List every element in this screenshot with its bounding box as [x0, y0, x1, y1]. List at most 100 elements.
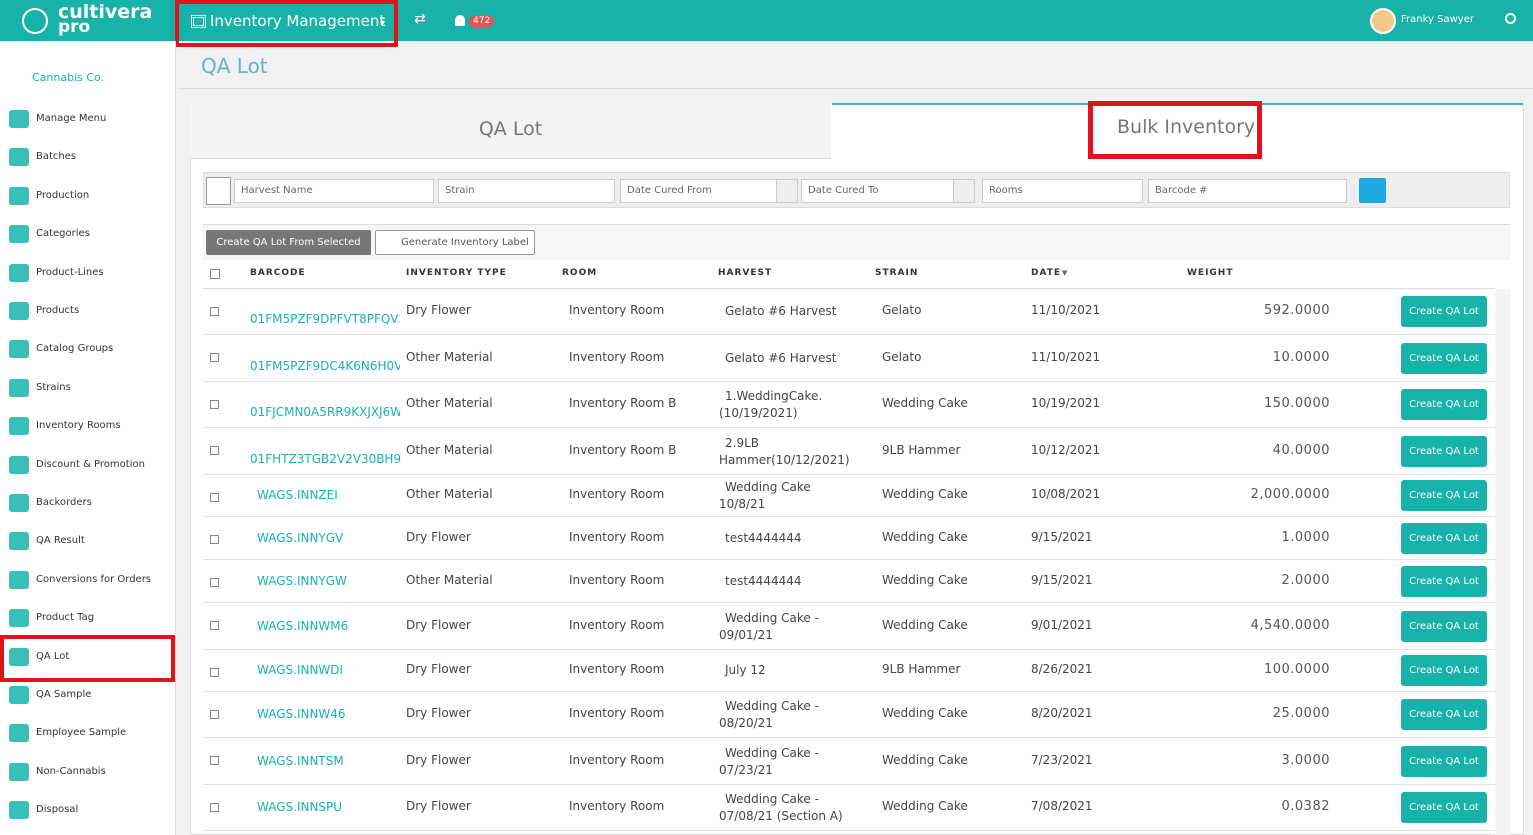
bell-icon[interactable] — [455, 15, 465, 26]
row-checkbox[interactable] — [210, 621, 219, 630]
filter-input[interactable] — [982, 179, 1143, 203]
create-qa-lot-button[interactable]: Create QA Lot — [1401, 745, 1487, 777]
notification-badge[interactable]: 472 — [469, 15, 495, 28]
room: Inventory Room — [569, 303, 665, 317]
barcode-link[interactable]: WAGS.INNTSM — [257, 753, 344, 768]
row-checkbox[interactable] — [210, 493, 219, 502]
nav-item[interactable]: Manage Menu — [36, 113, 107, 124]
nav-item[interactable]: Backorders — [36, 497, 92, 508]
nav-item[interactable]: Disposal — [36, 804, 79, 816]
row-checkbox[interactable] — [210, 353, 219, 362]
sidebar — [0, 41, 176, 835]
barcode-link[interactable]: 01FM5PZF9DPFVT8PFQV3 — [250, 312, 400, 326]
create-qa-lot-button[interactable]: Create QA Lot — [1401, 610, 1487, 642]
nav-item[interactable]: Employee Sample — [36, 727, 127, 739]
column-header[interactable]: STRAIN — [875, 268, 919, 278]
column-header[interactable]: BARCODE — [250, 268, 306, 278]
strain: Wedding Cake — [882, 529, 968, 544]
scrollbar — [1495, 289, 1510, 835]
calendar-button[interactable] — [776, 179, 798, 203]
barcode-link[interactable]: WAGS.INNZEI — [257, 488, 338, 502]
create-from-selected-button[interactable]: Create QA Lot From Selected — [206, 230, 371, 255]
row-checkbox[interactable] — [210, 578, 219, 587]
row-checkbox[interactable] — [210, 668, 219, 677]
create-qa-lot-button[interactable]: Create QA Lot — [1401, 522, 1487, 554]
column-header[interactable]: HARVEST — [718, 268, 773, 278]
barcode-scan-button[interactable] — [206, 177, 231, 205]
date: 10/12/2021 — [1031, 442, 1101, 457]
barcode-link[interactable]: 01FM5PZF9DC4K6N6H0V — [250, 358, 400, 373]
select-all-checkbox[interactable] — [210, 269, 220, 279]
company-selector[interactable]: Cannabis Co. — [32, 71, 105, 84]
inventory-type: Dry Flower — [406, 529, 471, 544]
create-qa-lot-button[interactable]: Create QA Lot — [1401, 792, 1487, 823]
create-qa-lot-button[interactable]: Create QA Lot — [1401, 699, 1487, 730]
nav-item[interactable]: Discount & Promotion — [36, 458, 145, 470]
column-header[interactable]: WEIGHT — [1187, 268, 1234, 278]
filter-input[interactable] — [438, 179, 615, 203]
room: Inventory Room — [569, 706, 665, 720]
filter-input[interactable] — [234, 179, 434, 203]
nav-item[interactable]: Conversions for Orders — [36, 573, 152, 585]
nav-item[interactable]: Production — [36, 189, 90, 201]
nav-item[interactable]: Products — [36, 305, 80, 316]
create-qa-lot-button[interactable]: Create QA Lot — [1401, 389, 1487, 420]
strain: Wedding Cake — [882, 487, 968, 501]
module-menu[interactable]: Inventory Management — [210, 12, 386, 30]
table-row — [203, 650, 1495, 692]
column-header[interactable]: DATE — [1031, 268, 1062, 278]
user-menu[interactable]: Franky Sawyer — [1401, 14, 1474, 25]
calendar-button[interactable] — [953, 179, 975, 203]
barcode-link[interactable]: WAGS.INNWM6 — [257, 618, 349, 633]
sort-arrow: ▼ — [1062, 269, 1068, 277]
generate-label-button[interactable]: Generate Inventory Label — [375, 230, 535, 255]
row-checkbox[interactable] — [210, 710, 219, 719]
avatar[interactable] — [1370, 8, 1396, 34]
barcode-link[interactable]: WAGS.INNSPU — [257, 800, 343, 814]
barcode-link[interactable]: 01FJCMN0A5RR9KXJXJ6W — [250, 405, 400, 419]
nav-item[interactable]: QA Lot — [36, 650, 70, 662]
nav-item[interactable]: QA Sample — [36, 689, 92, 700]
nav-item[interactable]: Product Tag — [36, 612, 95, 624]
nav-item[interactable]: QA Result — [36, 535, 85, 547]
nav-item[interactable]: Non-Cannabis — [36, 765, 106, 777]
row-checkbox[interactable] — [210, 446, 219, 455]
barcode-link[interactable]: WAGS.INNYGV — [257, 530, 344, 545]
power-icon[interactable] — [1505, 13, 1516, 24]
harvest: Wedding Cake - 07/08/21 (Section A) — [719, 792, 843, 823]
row-checkbox[interactable] — [210, 535, 219, 544]
create-qa-lot-button[interactable]: Create QA Lot — [1401, 342, 1487, 374]
filter-input[interactable] — [620, 179, 798, 203]
barcode-link[interactable]: 01FHTZ3TGB2V2V30BH95 — [250, 451, 400, 466]
nav-item[interactable]: Batches — [36, 151, 77, 163]
barcode-link[interactable]: WAGS.INNWDI — [257, 663, 344, 677]
nav-item[interactable]: Product-Lines — [36, 266, 104, 278]
weight: 100.0000 — [1263, 662, 1330, 677]
nav-item[interactable]: Categories — [36, 228, 90, 240]
table-header — [203, 260, 1495, 289]
highlight-box — [1088, 101, 1262, 159]
tab[interactable]: QA Lot — [190, 103, 831, 159]
create-qa-lot-button[interactable]: Create QA Lot — [1401, 565, 1487, 597]
row-checkbox[interactable] — [210, 400, 219, 409]
row-checkbox[interactable] — [210, 307, 219, 316]
search-button[interactable] — [1359, 178, 1386, 203]
row-checkbox[interactable] — [210, 756, 219, 765]
row-checkbox[interactable] — [210, 803, 219, 812]
switch-icon[interactable]: ⇄ — [414, 11, 426, 27]
create-qa-lot-button[interactable]: Create QA Lot — [1401, 296, 1487, 327]
create-qa-lot-button[interactable]: Create QA Lot — [1401, 480, 1487, 511]
filter-input[interactable] — [1148, 179, 1347, 203]
tab-label[interactable]: Bulk Inventory — [1117, 116, 1256, 138]
barcode-link[interactable]: WAGS.INNYGW — [257, 573, 347, 588]
highlight-box — [175, 0, 398, 47]
nav-item[interactable]: Strains — [36, 381, 71, 393]
nav-item[interactable]: Inventory Rooms — [36, 420, 121, 432]
create-qa-lot-button[interactable]: Create QA Lot — [1401, 655, 1487, 686]
filter-input[interactable] — [801, 179, 975, 203]
barcode-link[interactable]: WAGS.INNW46 — [257, 707, 346, 721]
create-qa-lot-button[interactable]: Create QA Lot — [1401, 435, 1487, 467]
column-header[interactable]: ROOM — [562, 268, 598, 278]
column-header[interactable]: INVENTORY TYPE — [406, 268, 507, 278]
nav-item[interactable]: Catalog Groups — [36, 343, 114, 355]
